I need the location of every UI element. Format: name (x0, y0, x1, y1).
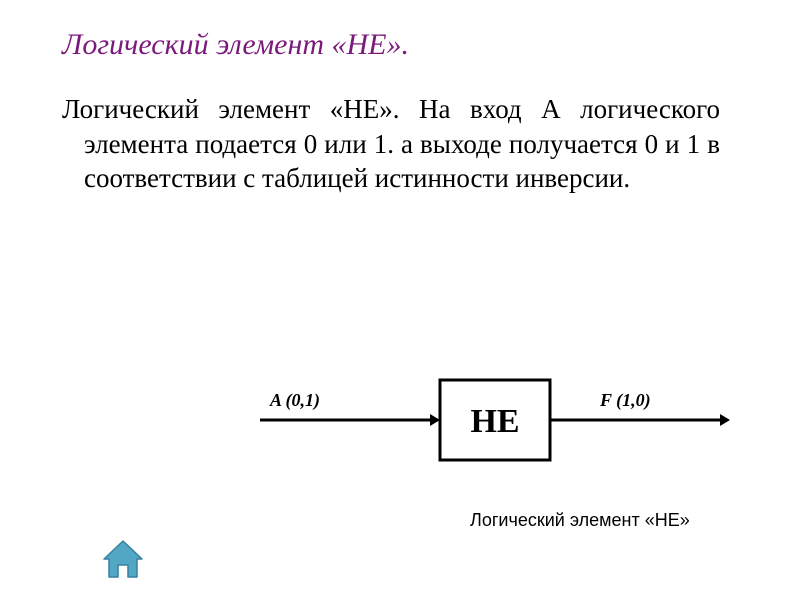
not-gate-diagram: НЕ A (0,1) F (1,0) (230, 360, 750, 480)
svg-text:F (1,0): F (1,0) (599, 390, 651, 411)
diagram-caption: Логический элемент «НЕ» (470, 510, 690, 531)
home-button[interactable] (100, 537, 146, 581)
house-icon (100, 537, 146, 581)
svg-text:A (0,1): A (0,1) (269, 390, 320, 411)
slide-title: Логический элемент «НЕ». (62, 28, 409, 61)
body-text: Логический элемент «НЕ». На вход А логич… (62, 92, 720, 196)
slide: Логический элемент «НЕ». Логический элем… (0, 0, 800, 600)
svg-text:НЕ: НЕ (470, 403, 519, 440)
diagram-svg: НЕ A (0,1) F (1,0) (230, 360, 750, 480)
